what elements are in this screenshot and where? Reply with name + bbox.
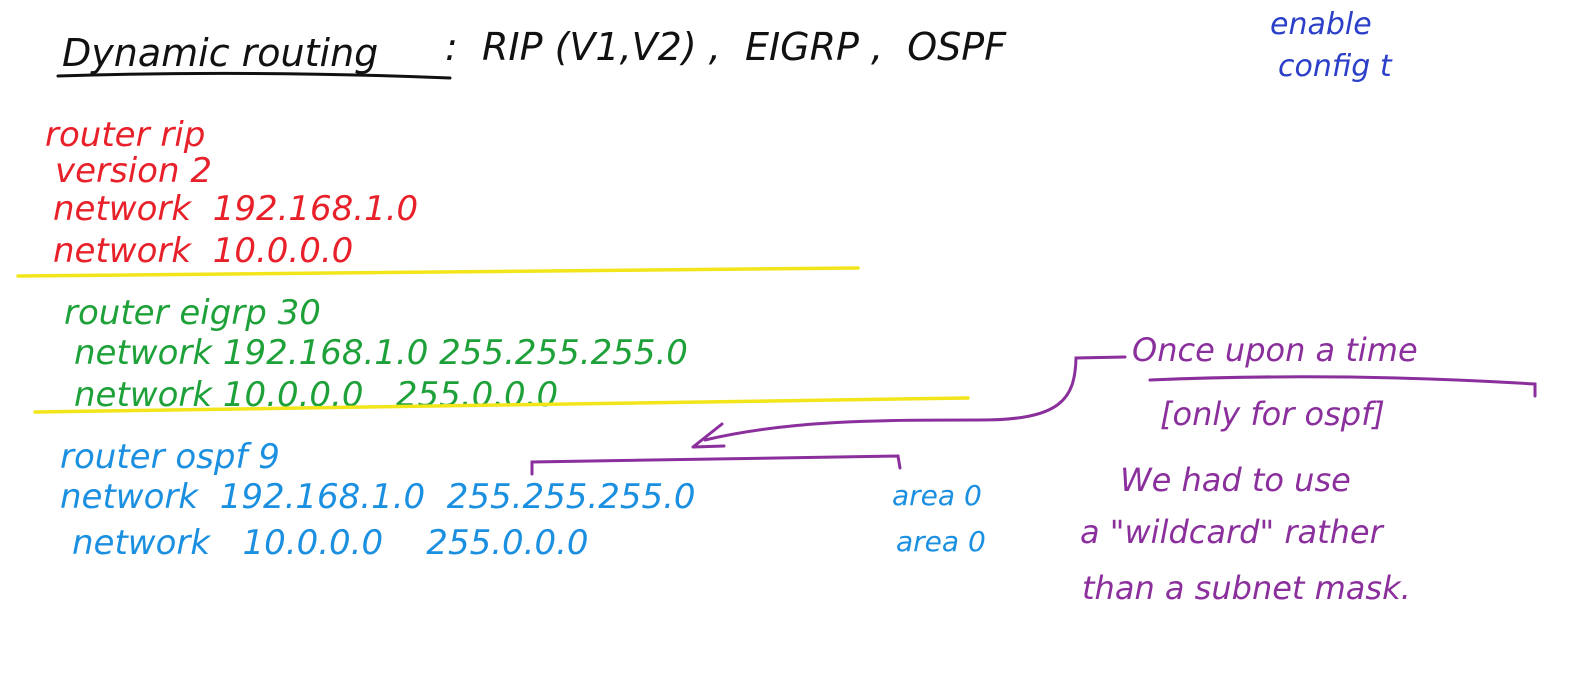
ospf-network-line-1: network 192.168.1.0 255.255.255.0 — [60, 477, 696, 517]
mode-note-config: config t — [1278, 49, 1392, 84]
ospf-area-label-1: area 0 — [892, 479, 982, 512]
rip-network-line-2: network 10.0.0.0 — [53, 231, 354, 271]
note-arrow — [703, 355, 1127, 442]
rip-network-line-1: network 192.168.1.0 — [53, 189, 419, 229]
mask-bracket — [530, 454, 902, 476]
mode-note-enable: enable — [1270, 7, 1372, 42]
note-line-4: a "wildcard" rather — [1080, 513, 1383, 551]
ospf-area-label-2: area 0 — [896, 525, 986, 558]
eigrp-network-line-2: network 10.0.0.0 255.0.0.0 — [74, 375, 559, 415]
eigrp-router-line: router eigrp 30 — [64, 293, 321, 333]
protocol-list: : RIP (V1,V2) , EIGRP , OSPF — [445, 25, 1007, 69]
note-line-1: Once upon a time — [1132, 331, 1418, 369]
ospf-router-line: router ospf 9 — [60, 437, 280, 477]
eigrp-network-line-1: network 192.168.1.0 255.255.255.0 — [74, 333, 688, 373]
page-title: Dynamic routing — [62, 31, 379, 75]
rip-version-line: version 2 — [55, 151, 212, 191]
note-line-2: [only for ospf] — [1160, 395, 1385, 433]
note-arrowhead — [691, 422, 726, 449]
ospf-network-line-2: network 10.0.0.0 255.0.0.0 — [72, 523, 589, 563]
rip-router-line: router rip — [45, 115, 206, 155]
note-line-5: than a subnet mask. — [1082, 569, 1411, 607]
note-underline — [1148, 375, 1537, 398]
note-line-3: We had to use — [1120, 461, 1351, 499]
